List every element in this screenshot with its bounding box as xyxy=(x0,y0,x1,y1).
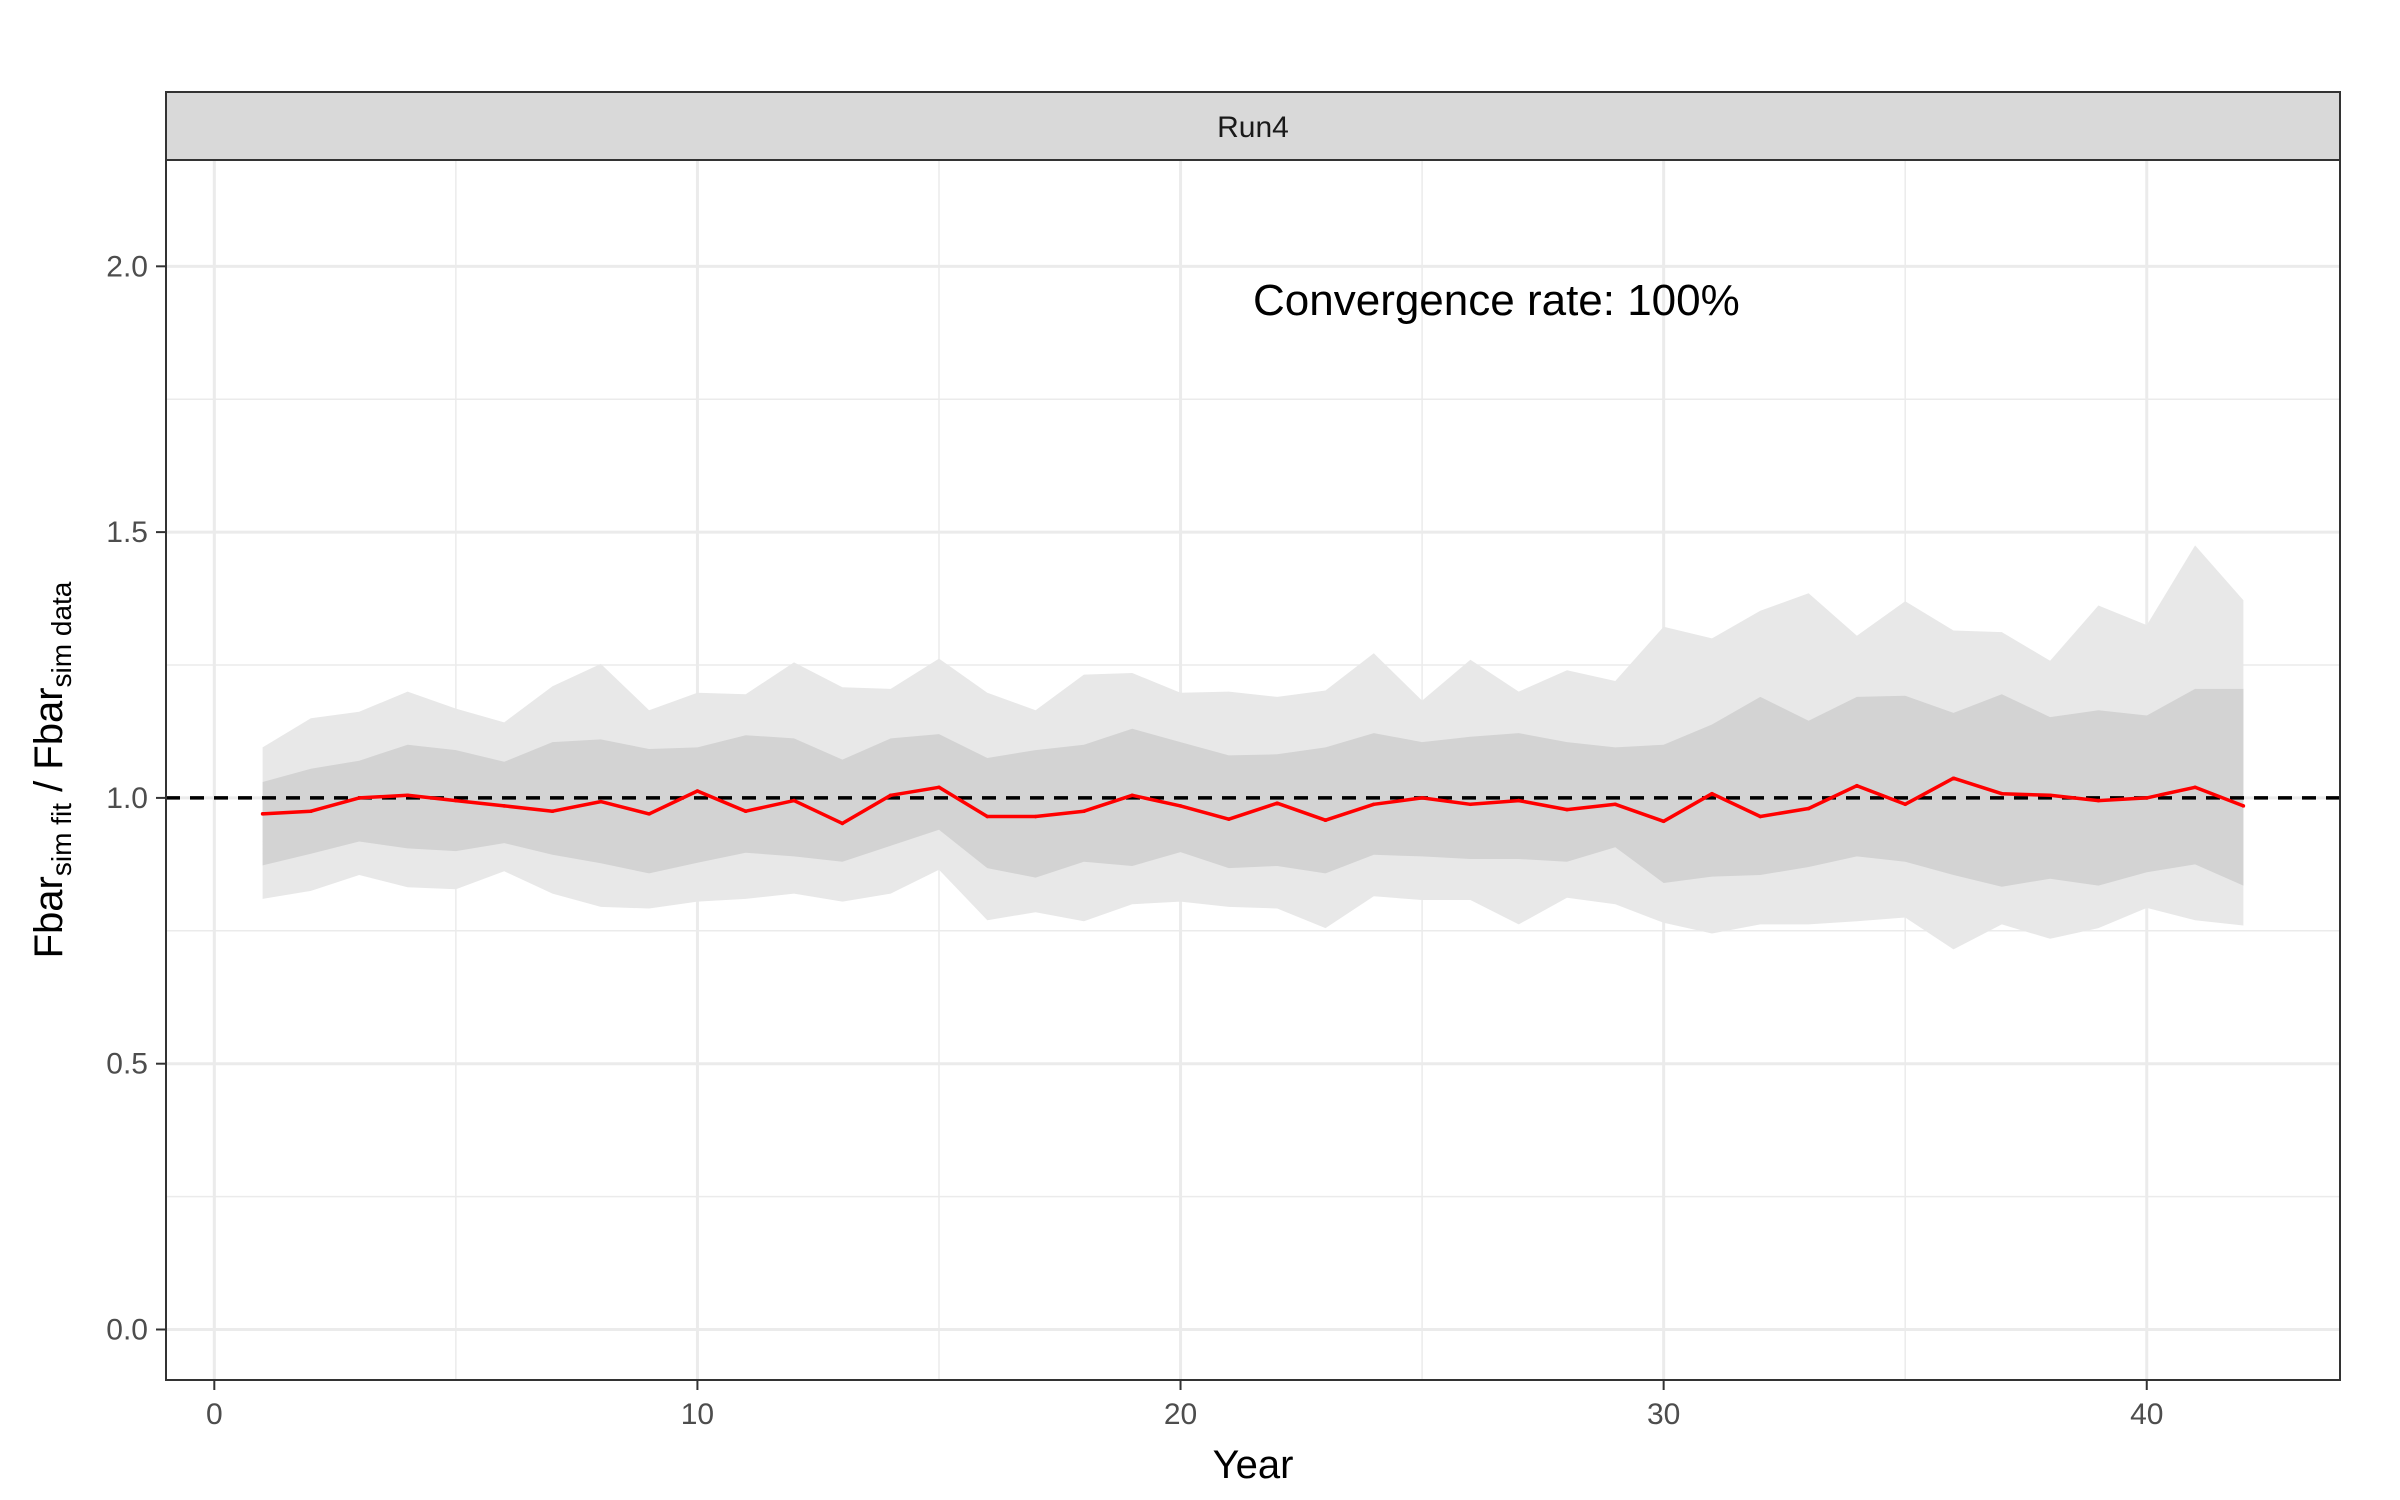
plot-panel-border xyxy=(165,159,2341,1381)
median-point xyxy=(695,789,700,793)
x-tick-label: 20 xyxy=(1164,1398,1197,1431)
median-point xyxy=(2096,798,2101,803)
median-point xyxy=(1613,802,1618,807)
annotation-convergence-rate: Convergence rate: 100% xyxy=(1253,276,1740,325)
y-tick-label: 0.0 xyxy=(106,1313,148,1346)
x-tick-label: 30 xyxy=(1647,1398,1680,1431)
median-point xyxy=(1903,802,1907,807)
median-point xyxy=(647,812,651,816)
y-tick-label: 1.0 xyxy=(106,782,148,815)
facet-strip-label: Run4 xyxy=(1217,111,1289,144)
median-point xyxy=(1951,776,1956,781)
median-point xyxy=(1468,802,1473,807)
median-point xyxy=(888,793,893,798)
median-point xyxy=(1371,802,1376,807)
x-tick-label: 10 xyxy=(681,1398,714,1431)
median-point xyxy=(2048,793,2052,798)
median-point xyxy=(1420,796,1424,800)
y-axis-title-denominator-subscript: sim data xyxy=(46,581,77,687)
x-tick-label: 40 xyxy=(2130,1398,2163,1431)
median-point xyxy=(937,785,941,790)
median-point xyxy=(1565,807,1569,812)
x-axis-title: Year xyxy=(1213,1443,1294,1487)
median-point xyxy=(454,798,458,803)
median-point xyxy=(1661,819,1666,824)
y-axis-title-numerator: Fbar xyxy=(27,876,71,958)
median-point xyxy=(309,809,313,813)
median-point xyxy=(1516,798,1521,803)
median-point xyxy=(2193,785,2197,790)
median-point xyxy=(2241,804,2246,808)
y-tick-label: 1.5 xyxy=(106,516,148,549)
y-axis-title-denominator: Fbar xyxy=(27,687,71,769)
median-point xyxy=(1758,814,1763,819)
median-point xyxy=(260,812,265,816)
median-point xyxy=(1082,809,1086,813)
y-axis-title-separator: / xyxy=(27,770,71,803)
median-point xyxy=(792,798,796,803)
y-tick-label: 0.5 xyxy=(106,1048,148,1081)
median-point xyxy=(2000,791,2004,796)
facet-strip-background xyxy=(165,91,2341,161)
facet-strip: Run4 xyxy=(165,91,2341,161)
median-point xyxy=(985,814,990,819)
median-point xyxy=(1806,806,1811,811)
median-point xyxy=(1855,783,1859,788)
median-point xyxy=(840,821,845,826)
median-line xyxy=(260,776,2246,826)
median-point xyxy=(1710,791,1714,796)
y-axis: 0.0 0.5 1.0 1.5 2.0 xyxy=(106,250,166,1346)
median-point xyxy=(1130,793,1135,798)
median-point xyxy=(405,793,410,798)
median-point xyxy=(357,796,362,800)
median-point xyxy=(550,809,555,813)
x-tick-label: 0 xyxy=(206,1398,223,1431)
median-point xyxy=(1033,814,1038,819)
median-point xyxy=(743,809,748,813)
median-point xyxy=(1227,817,1231,821)
median-point xyxy=(2144,796,2149,800)
inner-confidence-band xyxy=(262,688,2244,887)
median-series-line xyxy=(262,776,2245,826)
x-axis: 0 10 20 30 40 xyxy=(206,1380,2163,1431)
median-point xyxy=(1178,804,1183,808)
y-axis-title-numerator-subscript: sim fit xyxy=(46,803,77,876)
y-tick-label: 2.0 xyxy=(106,250,148,283)
median-point xyxy=(1275,801,1279,806)
median-point xyxy=(502,804,506,808)
median-point xyxy=(599,799,603,804)
median-point xyxy=(1323,818,1328,823)
y-axis-title: Fbarsim fit / Fbarsim data xyxy=(27,581,77,958)
